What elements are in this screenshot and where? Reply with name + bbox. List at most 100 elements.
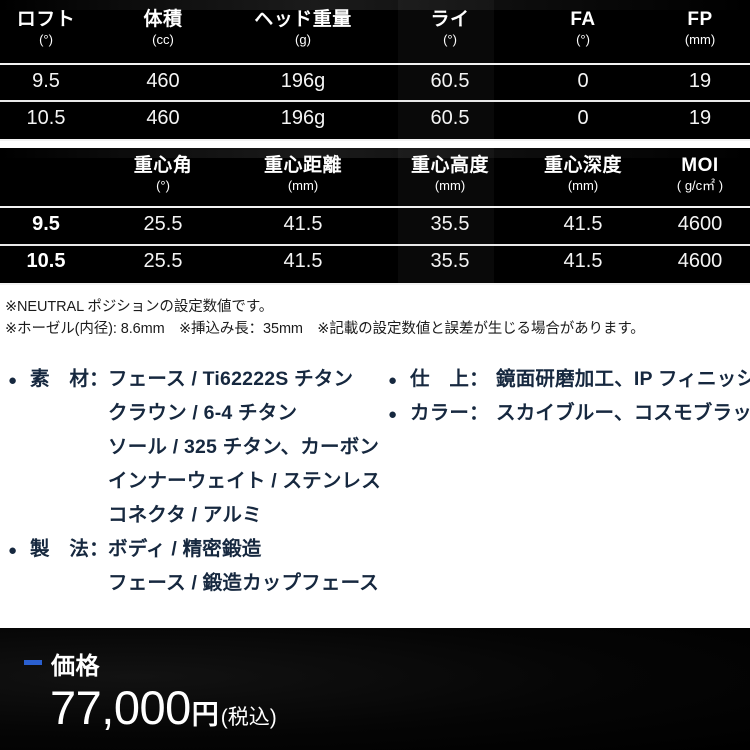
specs-column-right: ● 仕 上： 鏡面研磨加工、IP フィニッシュ ● カラー： スカイブルー、コス…: [388, 362, 750, 430]
data-cell-fp: 19: [650, 71, 750, 92]
cell-value: 19: [688, 70, 712, 92]
footnotes: ※NEUTRAL ポジションの設定数値です。 ※ホーゼル(内径): 8.6mm …: [5, 296, 750, 340]
header-cell-volume: 体積 (cc): [98, 10, 228, 47]
cell-value: 0: [577, 107, 589, 129]
price-amount: 77,000: [50, 681, 191, 734]
header-unit: (mm): [567, 177, 599, 193]
header-cell-fa: FA (°): [518, 10, 648, 47]
spec-label: カラー：: [410, 402, 489, 424]
data-cell-moi: 4600: [650, 214, 750, 235]
price-content: 価格 77,000 円 (税込): [0, 628, 750, 732]
table-one-header-row: ロフト (°) 体積 (cc) ヘッド重量 (g) ライ (°) FA (°) …: [0, 0, 750, 63]
spec-value: ソール / 325 チタン、カーボン: [108, 436, 380, 458]
table-rule: [0, 139, 750, 141]
cell-value: 35.5: [430, 250, 470, 272]
cell-value: 41.5: [563, 250, 603, 272]
spec-table-secondary: 重心角 (°) 重心距離 (mm) 重心高度 (mm) 重心深度 (mm) MO…: [0, 148, 750, 285]
spec-value: ボディ / 精密鍛造: [108, 538, 262, 560]
table-rule: [0, 244, 750, 246]
cell-value: 9.5: [32, 70, 60, 92]
data-cell-cg-height: 35.5: [384, 214, 516, 235]
header-cell-fp: FP (mm): [650, 10, 750, 47]
header-cell-cg-distance: 重心距離 (mm): [228, 156, 378, 193]
price-heading-row: 価格: [24, 646, 750, 681]
header-cell-lie: ライ (°): [384, 10, 516, 47]
table-two-header-row: 重心角 (°) 重心距離 (mm) 重心高度 (mm) 重心深度 (mm) MO…: [0, 148, 750, 206]
data-cell-fa: 0: [518, 108, 648, 129]
header-caption: FP: [687, 9, 713, 30]
table-rule: [0, 283, 750, 285]
header-unit: (mm): [434, 177, 466, 193]
cell-value: 10.5: [26, 107, 66, 129]
cell-value: 41.5: [283, 213, 323, 235]
spec-line-material: ● 素 材： フェース / Ti62222S チタン: [8, 362, 388, 396]
header-caption: 重心角: [133, 155, 193, 176]
table-row: 10.5 460 196g 60.5 0 19: [0, 100, 750, 137]
data-cell-cg-depth: 41.5: [518, 214, 648, 235]
spec-line-sole: ソール / 325 チタン、カーボン: [8, 430, 388, 464]
spec-value: 鏡面研磨加工、IP フィニッシュ: [496, 368, 750, 390]
data-cell-lie: 60.5: [384, 71, 516, 92]
cell-value: 4600: [677, 250, 723, 272]
header-caption: MOI: [681, 155, 719, 176]
header-cell-cg-depth: 重心深度 (mm): [518, 156, 648, 193]
spec-label: 素 材：: [30, 368, 109, 390]
header-cell-head-weight: ヘッド重量 (g): [228, 10, 378, 47]
data-cell-loft: 10.5: [0, 108, 92, 129]
bullet-icon: ●: [8, 372, 18, 389]
cell-value: 196g: [280, 70, 326, 92]
spec-value: インナーウェイト / ステンレス: [108, 470, 381, 492]
cell-value: 25.5: [143, 213, 183, 235]
data-cell-fa: 0: [518, 71, 648, 92]
accent-dash-icon: [24, 660, 42, 665]
data-cell-volume: 460: [98, 71, 228, 92]
spec-value: スカイブルー、コスモブラック: [496, 402, 750, 424]
spec-label: 製 法：: [30, 538, 109, 560]
header-unit: (mm): [684, 31, 716, 47]
cell-value: 19: [688, 107, 712, 129]
spec-table-primary: ロフト (°) 体積 (cc) ヘッド重量 (g) ライ (°) FA (°) …: [0, 0, 750, 141]
cell-value: 25.5: [143, 250, 183, 272]
data-cell-cg-angle: 25.5: [98, 251, 228, 272]
spec-label: 仕 上：: [410, 368, 489, 390]
data-cell-loft: 10.5: [0, 251, 92, 272]
table-rule: [0, 100, 750, 102]
specs-column-left: ● 素 材： フェース / Ti62222S チタン クラウン / 6-4 チタ…: [8, 362, 388, 600]
spec-line-inner-weight: インナーウェイト / ステンレス: [8, 464, 388, 498]
cell-value: 9.5: [32, 213, 60, 235]
table-row: 9.5 460 196g 60.5 0 19: [0, 63, 750, 100]
header-cell-loft: ロフト (°): [0, 10, 92, 47]
header-cell-moi: MOI ( g/c㎡ ): [650, 156, 750, 193]
cell-value: 10.5: [26, 250, 66, 272]
price-heading-label: 価格: [51, 653, 100, 680]
footnote-line: ※NEUTRAL ポジションの設定数値です。: [5, 299, 274, 315]
spec-line-crown: クラウン / 6-4 チタン: [8, 396, 388, 430]
spec-line-construction: ● 製 法： ボディ / 精密鍛造: [8, 532, 388, 566]
cell-value: 4600: [677, 213, 723, 235]
data-cell-head-weight: 196g: [228, 71, 378, 92]
header-unit: (cc): [152, 31, 174, 47]
header-unit: (g): [295, 31, 311, 47]
table-rule: [0, 63, 750, 65]
table-row: 9.5 25.5 41.5 35.5 41.5 4600: [0, 206, 750, 243]
data-cell-loft: 9.5: [0, 214, 92, 235]
cell-value: 196g: [280, 107, 326, 129]
cell-value: 60.5: [430, 70, 470, 92]
data-cell-cg-distance: 41.5: [228, 251, 378, 272]
bullet-icon: ●: [388, 406, 398, 423]
spec-value: コネクタ / アルミ: [108, 504, 262, 526]
header-caption: 体積: [143, 9, 183, 30]
data-cell-loft: 9.5: [0, 71, 92, 92]
price-banner: 価格 77,000 円 (税込): [0, 628, 750, 750]
header-unit: (°): [156, 177, 170, 193]
header-unit: (°): [576, 31, 590, 47]
data-cell-lie: 60.5: [384, 108, 516, 129]
header-unit: (mm): [287, 177, 319, 193]
cell-value: 41.5: [283, 250, 323, 272]
spec-line-face-construction: フェース / 鍛造カップフェース: [8, 566, 388, 600]
spec-line-color: ● カラー： スカイブルー、コスモブラック: [388, 396, 750, 430]
bullet-icon: ●: [388, 372, 398, 389]
price-amount-row: 77,000 円 (税込): [24, 681, 750, 734]
header-unit: (°): [39, 31, 53, 47]
header-caption: ロフト: [16, 9, 76, 30]
